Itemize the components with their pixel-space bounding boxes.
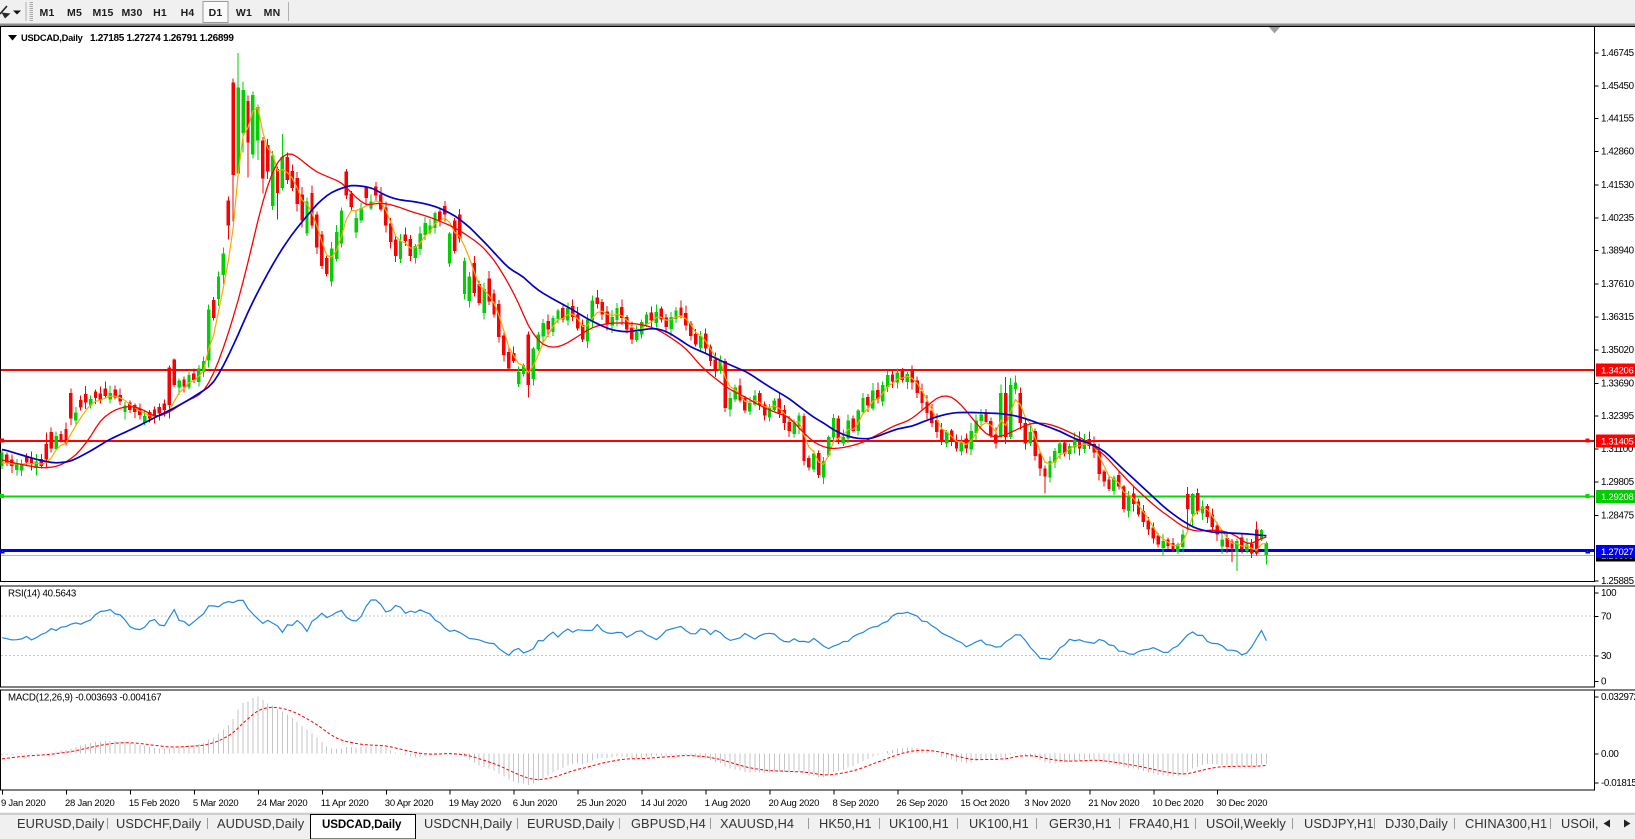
svg-text:GBPUSD,H4: GBPUSD,H4	[631, 816, 706, 831]
svg-text:1 Aug 2020: 1 Aug 2020	[705, 798, 751, 809]
svg-text:1.34206: 1.34206	[1601, 365, 1634, 376]
svg-text:8 Sep 2020: 8 Sep 2020	[833, 798, 879, 809]
svg-text:1.31100: 1.31100	[1601, 444, 1634, 455]
svg-text:GER30,H1: GER30,H1	[1049, 816, 1112, 831]
svg-text:30 Apr 2020: 30 Apr 2020	[385, 798, 434, 809]
svg-text:28 Jan 2020: 28 Jan 2020	[65, 798, 115, 809]
svg-text:1.44155: 1.44155	[1601, 114, 1635, 125]
svg-text:USOil,: USOil,	[1561, 816, 1599, 831]
svg-text:1.31405: 1.31405	[1601, 436, 1634, 447]
svg-text:11 Apr 2020: 11 Apr 2020	[321, 798, 369, 809]
svg-text:EURUSD,Daily: EURUSD,Daily	[17, 816, 105, 831]
svg-text:M5: M5	[67, 7, 82, 19]
svg-text:XAUUSD,H4: XAUUSD,H4	[720, 816, 794, 831]
svg-text:-0.018154: -0.018154	[1601, 778, 1635, 789]
svg-text:M1: M1	[40, 7, 55, 19]
svg-text:W1: W1	[236, 7, 252, 19]
svg-text:1.35020: 1.35020	[1601, 345, 1635, 356]
svg-text:1.42860: 1.42860	[1601, 146, 1635, 157]
svg-text:1.40235: 1.40235	[1601, 213, 1635, 224]
svg-text:70: 70	[1601, 611, 1612, 622]
svg-text:D1: D1	[209, 7, 223, 19]
svg-text:USDCAD,Daily: USDCAD,Daily	[21, 33, 84, 43]
svg-text:100: 100	[1601, 588, 1617, 599]
svg-text:0.00: 0.00	[1601, 749, 1619, 760]
svg-text:UK100,H1: UK100,H1	[969, 816, 1029, 831]
svg-text:1.38940: 1.38940	[1601, 246, 1635, 257]
svg-text:0: 0	[1601, 676, 1607, 687]
svg-text:RSI(14) 40.5643: RSI(14) 40.5643	[8, 589, 76, 600]
svg-text:5 Mar 2020: 5 Mar 2020	[193, 798, 239, 809]
svg-text:USDCHF,Daily: USDCHF,Daily	[116, 816, 202, 831]
svg-text:M30: M30	[121, 7, 142, 19]
svg-text:1.41530: 1.41530	[1601, 180, 1635, 191]
svg-text:USDCAD,Daily: USDCAD,Daily	[322, 818, 402, 831]
svg-text:1.27185 1.27274 1.26791 1.2689: 1.27185 1.27274 1.26791 1.26899	[90, 33, 234, 44]
svg-text:24 Mar 2020: 24 Mar 2020	[257, 798, 308, 809]
svg-text:MACD(12,26,9) -0.003693 -0.004: MACD(12,26,9) -0.003693 -0.004167	[8, 693, 161, 704]
svg-text:1.32395: 1.32395	[1601, 411, 1635, 422]
svg-text:1.28475: 1.28475	[1601, 510, 1635, 521]
svg-text:1.29208: 1.29208	[1601, 492, 1634, 503]
svg-text:21 Nov 2020: 21 Nov 2020	[1088, 798, 1139, 809]
svg-text:1.45450: 1.45450	[1601, 81, 1635, 92]
svg-text:1.27027: 1.27027	[1601, 547, 1634, 558]
svg-text:9 Jan 2020: 9 Jan 2020	[1, 798, 46, 809]
svg-text:15 Feb 2020: 15 Feb 2020	[129, 798, 180, 809]
svg-text:30 Dec 2020: 30 Dec 2020	[1216, 798, 1267, 809]
svg-text:CHINA300,H1: CHINA300,H1	[1465, 816, 1547, 831]
svg-text:1.37610: 1.37610	[1601, 279, 1635, 290]
svg-text:25 Jun 2020: 25 Jun 2020	[577, 798, 627, 809]
svg-text:20 Aug 2020: 20 Aug 2020	[769, 798, 820, 809]
svg-text:USDCNH,Daily: USDCNH,Daily	[424, 816, 512, 831]
svg-text:1.29805: 1.29805	[1601, 477, 1635, 488]
svg-text:19 May 2020: 19 May 2020	[449, 798, 501, 809]
svg-text:USOil,Weekly: USOil,Weekly	[1206, 816, 1286, 831]
svg-text:H1: H1	[153, 7, 167, 19]
svg-text:10 Dec 2020: 10 Dec 2020	[1152, 798, 1203, 809]
svg-text:15 Oct 2020: 15 Oct 2020	[960, 798, 1009, 809]
svg-text:1.33690: 1.33690	[1601, 378, 1635, 389]
svg-text:3 Nov 2020: 3 Nov 2020	[1024, 798, 1070, 809]
svg-text:30: 30	[1601, 651, 1612, 662]
svg-text:1.36315: 1.36315	[1601, 312, 1635, 323]
svg-text:EURUSD,Daily: EURUSD,Daily	[527, 816, 615, 831]
svg-text:MN: MN	[264, 7, 281, 19]
svg-text:14 Jul 2020: 14 Jul 2020	[641, 798, 687, 809]
svg-text:FRA40,H1: FRA40,H1	[1129, 816, 1190, 831]
svg-text:USDJPY,H1: USDJPY,H1	[1304, 816, 1374, 831]
svg-text:M15: M15	[92, 7, 113, 19]
svg-text:HK50,H1: HK50,H1	[819, 816, 872, 831]
svg-text:H4: H4	[181, 7, 195, 19]
svg-text:DJ30,Daily: DJ30,Daily	[1385, 816, 1448, 831]
svg-text:1.46745: 1.46745	[1601, 48, 1635, 59]
svg-text:6 Jun 2020: 6 Jun 2020	[513, 798, 558, 809]
svg-text:26 Sep 2020: 26 Sep 2020	[896, 798, 947, 809]
svg-text:UK100,H1: UK100,H1	[889, 816, 949, 831]
svg-text:0.032972: 0.032972	[1601, 692, 1635, 703]
svg-text:1.25885: 1.25885	[1601, 576, 1635, 587]
svg-text:AUDUSD,Daily: AUDUSD,Daily	[217, 816, 305, 831]
